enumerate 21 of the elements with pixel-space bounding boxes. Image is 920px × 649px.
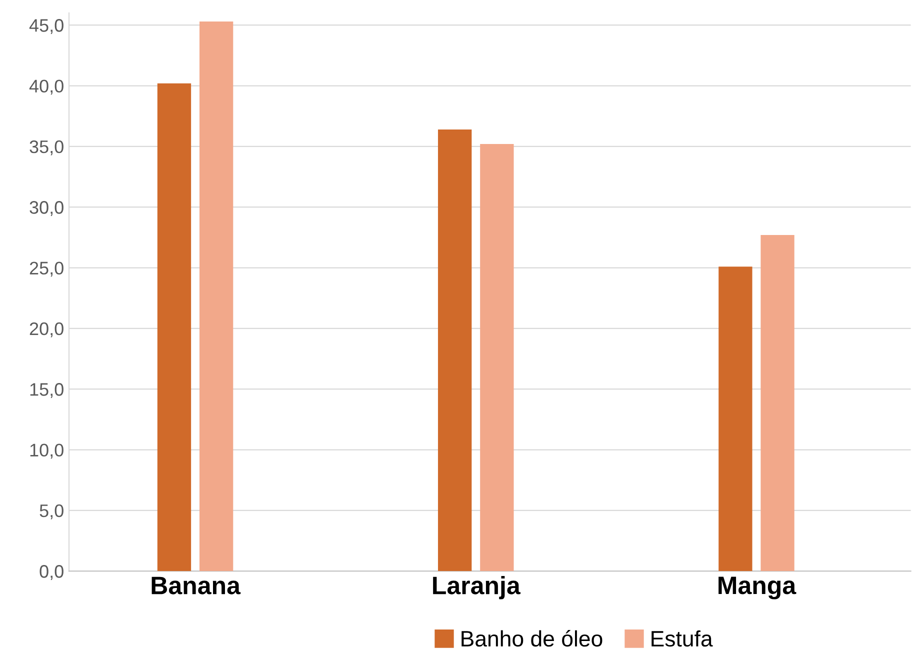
bar [718, 266, 752, 572]
y-tick-label: 20,0 [30, 322, 64, 338]
y-tick-label: 30,0 [30, 201, 64, 216]
x-tick-label: Laranja [433, 576, 520, 600]
y-tick-label: 45,0 [29, 19, 64, 34]
legend-label: Estufa [652, 630, 713, 647]
y-tick-label: 40,0 [29, 80, 64, 95]
x-tick-label: Banana [152, 576, 241, 594]
bar [157, 83, 192, 572]
y-tick-label: 25,0 [30, 262, 64, 277]
y-tick-label: 0,0 [40, 565, 64, 580]
bar [438, 129, 472, 572]
y-tick-label: 15,0 [30, 383, 64, 398]
bar [199, 21, 234, 572]
y-tick-label: 5,0 [40, 504, 64, 520]
bar [760, 235, 794, 572]
y-tick-label: 10,0 [30, 444, 64, 459]
legend-label: Banho de óleo [462, 630, 602, 647]
bar [480, 144, 514, 572]
y-tick-label: 35,0 [30, 140, 64, 156]
x-tick-label: Manga [718, 576, 796, 600]
